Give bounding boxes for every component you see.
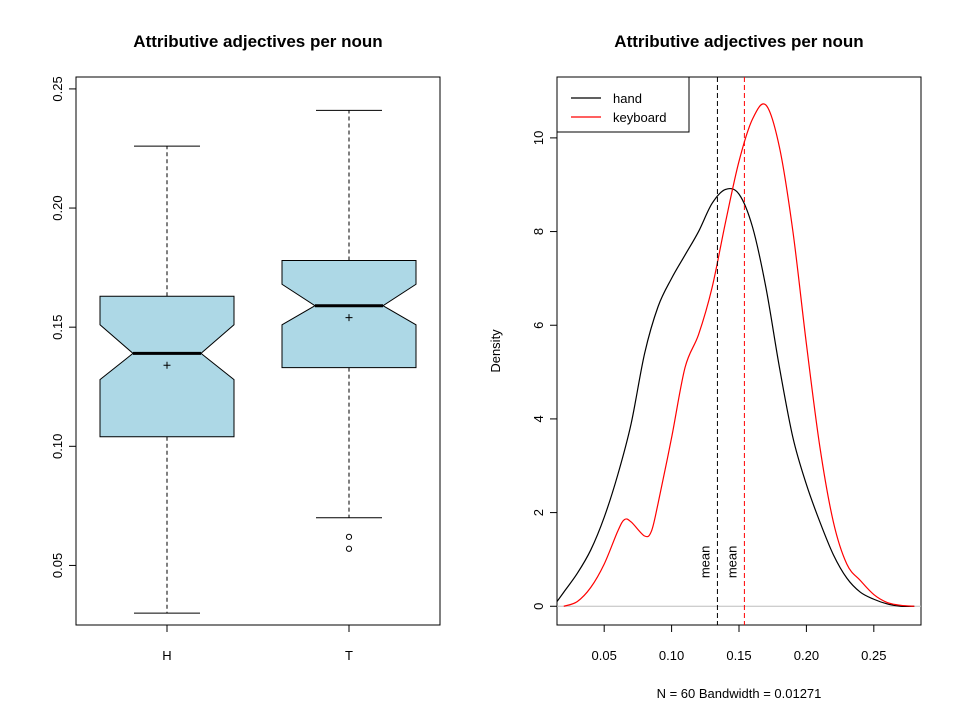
x-tick-label: T [345, 648, 353, 663]
y-tick-label: 0.20 [50, 195, 65, 220]
x-tick-label: 0.05 [592, 648, 617, 663]
density-y-axis: 0 2 4 6 8 10 [531, 131, 558, 610]
boxplot-title: Attributive adjectives per noun [133, 32, 382, 51]
density-curve-hand [556, 187, 915, 608]
boxplot-panel: Attributive adjectives per noun 0.05 0.10… [50, 32, 441, 663]
x-tick-label: 0.25 [861, 648, 886, 663]
legend-label: hand [613, 91, 642, 106]
y-tick-label: 0.05 [50, 553, 65, 578]
density-curve-keyboard [563, 103, 915, 607]
x-tick-label: 0.10 [659, 648, 684, 663]
x-tick-label: 0.15 [726, 648, 751, 663]
mean-line-label: mean [724, 546, 739, 579]
outlier-point [345, 533, 353, 540]
y-tick-label: 2 [531, 509, 546, 516]
legend-label: keyboard [613, 110, 666, 125]
density-legend: hand keyboard [556, 76, 690, 133]
outlier-point [345, 545, 353, 552]
x-tick-label: H [162, 648, 171, 663]
density-title: Attributive adjectives per noun [614, 32, 863, 51]
y-tick-label: 10 [531, 131, 546, 145]
box-T [281, 259, 417, 369]
boxplot-marks [99, 109, 417, 614]
density-x-axis-label: N = 60 Bandwidth = 0.01271 [657, 686, 822, 701]
density-panel: Attributive adjectives per noun Density … [488, 32, 922, 701]
density-marks: mean mean [556, 77, 921, 625]
mean-marker [345, 314, 353, 322]
y-tick-label: 0 [531, 603, 546, 610]
boxplot-y-axis: 0.05 0.10 0.15 0.20 0.25 [50, 76, 77, 578]
y-tick-label: 4 [531, 415, 546, 422]
y-tick-label: 8 [531, 228, 546, 235]
density-x-axis: 0.05 0.10 0.15 0.20 0.25 [592, 624, 886, 663]
legend-box [556, 76, 690, 133]
y-tick-label: 0.10 [50, 434, 65, 459]
x-tick-label: 0.20 [794, 648, 819, 663]
density-y-axis-label: Density [488, 329, 503, 373]
y-tick-label: 6 [531, 322, 546, 329]
y-tick-label: 0.15 [50, 315, 65, 340]
mean-line-label: mean [697, 546, 712, 579]
y-tick-label: 0.25 [50, 76, 65, 101]
mean-marker [163, 361, 171, 369]
